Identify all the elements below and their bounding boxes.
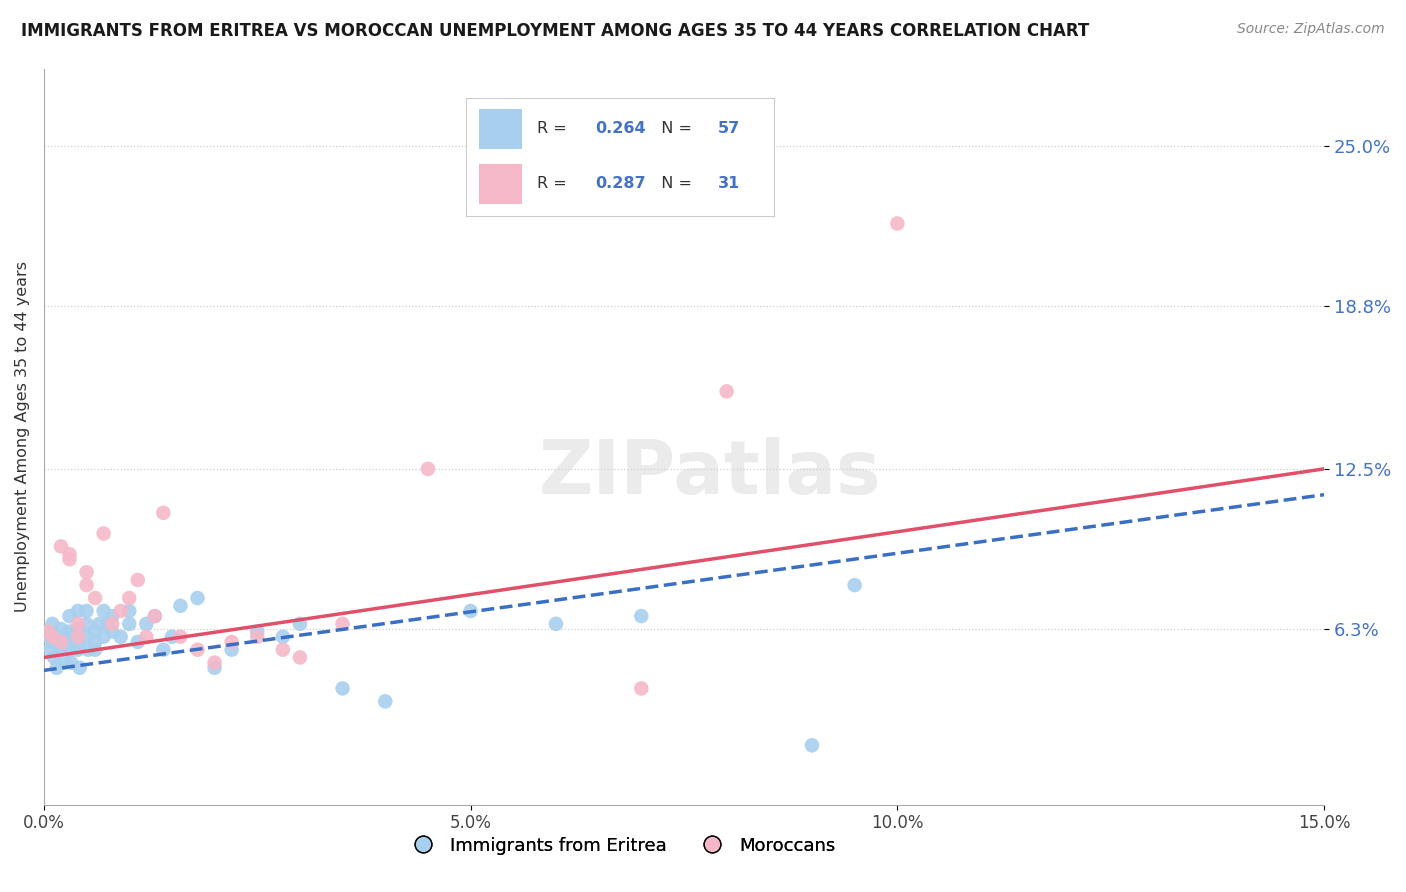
Point xyxy=(332,681,354,696)
Point xyxy=(76,616,98,631)
Point xyxy=(801,739,824,753)
Point xyxy=(169,630,191,644)
Point xyxy=(58,552,80,566)
Point xyxy=(41,635,63,649)
Point xyxy=(66,604,89,618)
Point xyxy=(52,638,75,652)
Point xyxy=(37,630,59,644)
Point xyxy=(246,624,269,639)
Point xyxy=(84,635,107,649)
Point xyxy=(630,609,652,624)
Point xyxy=(58,635,80,649)
Point xyxy=(186,591,208,605)
Point xyxy=(101,616,124,631)
Point xyxy=(101,624,124,639)
Point xyxy=(58,642,80,657)
Point xyxy=(66,622,89,636)
Point xyxy=(41,616,63,631)
Point xyxy=(97,616,120,631)
Point xyxy=(93,630,115,644)
Point xyxy=(66,616,89,631)
Point xyxy=(135,630,157,644)
Point xyxy=(143,609,166,624)
Point xyxy=(49,642,72,657)
Point xyxy=(101,609,124,624)
Point xyxy=(60,656,83,670)
Y-axis label: Unemployment Among Ages 35 to 44 years: Unemployment Among Ages 35 to 44 years xyxy=(15,261,30,612)
Point xyxy=(93,526,115,541)
Text: ZIPatlas: ZIPatlas xyxy=(538,437,882,510)
Point xyxy=(62,630,84,644)
Point xyxy=(374,694,396,708)
Point xyxy=(89,616,111,631)
Point xyxy=(288,616,311,631)
Point xyxy=(118,616,141,631)
Point xyxy=(143,609,166,624)
Point xyxy=(118,604,141,618)
Point xyxy=(66,642,89,657)
Point xyxy=(49,622,72,636)
Point xyxy=(41,630,63,644)
Point xyxy=(544,616,567,631)
Point xyxy=(160,630,183,644)
Point xyxy=(221,642,243,657)
Point xyxy=(39,642,62,657)
Point xyxy=(416,462,439,476)
Text: Source: ZipAtlas.com: Source: ZipAtlas.com xyxy=(1237,22,1385,37)
Point xyxy=(84,591,107,605)
Point xyxy=(53,656,76,670)
Point xyxy=(76,630,98,644)
Point xyxy=(77,642,100,657)
Point xyxy=(271,642,294,657)
Point xyxy=(69,661,91,675)
Text: IMMIGRANTS FROM ERITREA VS MOROCCAN UNEMPLOYMENT AMONG AGES 35 TO 44 YEARS CORRE: IMMIGRANTS FROM ERITREA VS MOROCCAN UNEM… xyxy=(21,22,1090,40)
Point xyxy=(152,642,174,657)
Point xyxy=(332,616,354,631)
Point xyxy=(66,630,89,644)
Point xyxy=(460,604,482,618)
Point xyxy=(886,217,908,231)
Legend: Immigrants from Eritrea, Moroccans: Immigrants from Eritrea, Moroccans xyxy=(398,830,842,862)
Point xyxy=(66,635,89,649)
Point xyxy=(186,642,208,657)
Point xyxy=(110,630,132,644)
Point xyxy=(118,591,141,605)
Point xyxy=(76,578,98,592)
Point xyxy=(221,635,243,649)
Point xyxy=(288,650,311,665)
Point xyxy=(58,547,80,561)
Point xyxy=(844,578,866,592)
Point xyxy=(45,661,67,675)
Point xyxy=(49,635,72,649)
Point xyxy=(127,635,149,649)
Point xyxy=(152,506,174,520)
Point xyxy=(110,604,132,618)
Point xyxy=(37,624,59,639)
Point xyxy=(169,599,191,613)
Point xyxy=(84,624,107,639)
Point xyxy=(76,604,98,618)
Point xyxy=(135,616,157,631)
Point xyxy=(716,384,738,399)
Point xyxy=(42,650,65,665)
Point xyxy=(204,661,226,675)
Point xyxy=(246,630,269,644)
Point xyxy=(93,604,115,618)
Point xyxy=(127,573,149,587)
Point xyxy=(76,565,98,579)
Point xyxy=(58,624,80,639)
Point xyxy=(49,540,72,554)
Point xyxy=(630,681,652,696)
Point xyxy=(204,656,226,670)
Point xyxy=(49,630,72,644)
Point xyxy=(271,630,294,644)
Point xyxy=(84,642,107,657)
Point xyxy=(58,609,80,624)
